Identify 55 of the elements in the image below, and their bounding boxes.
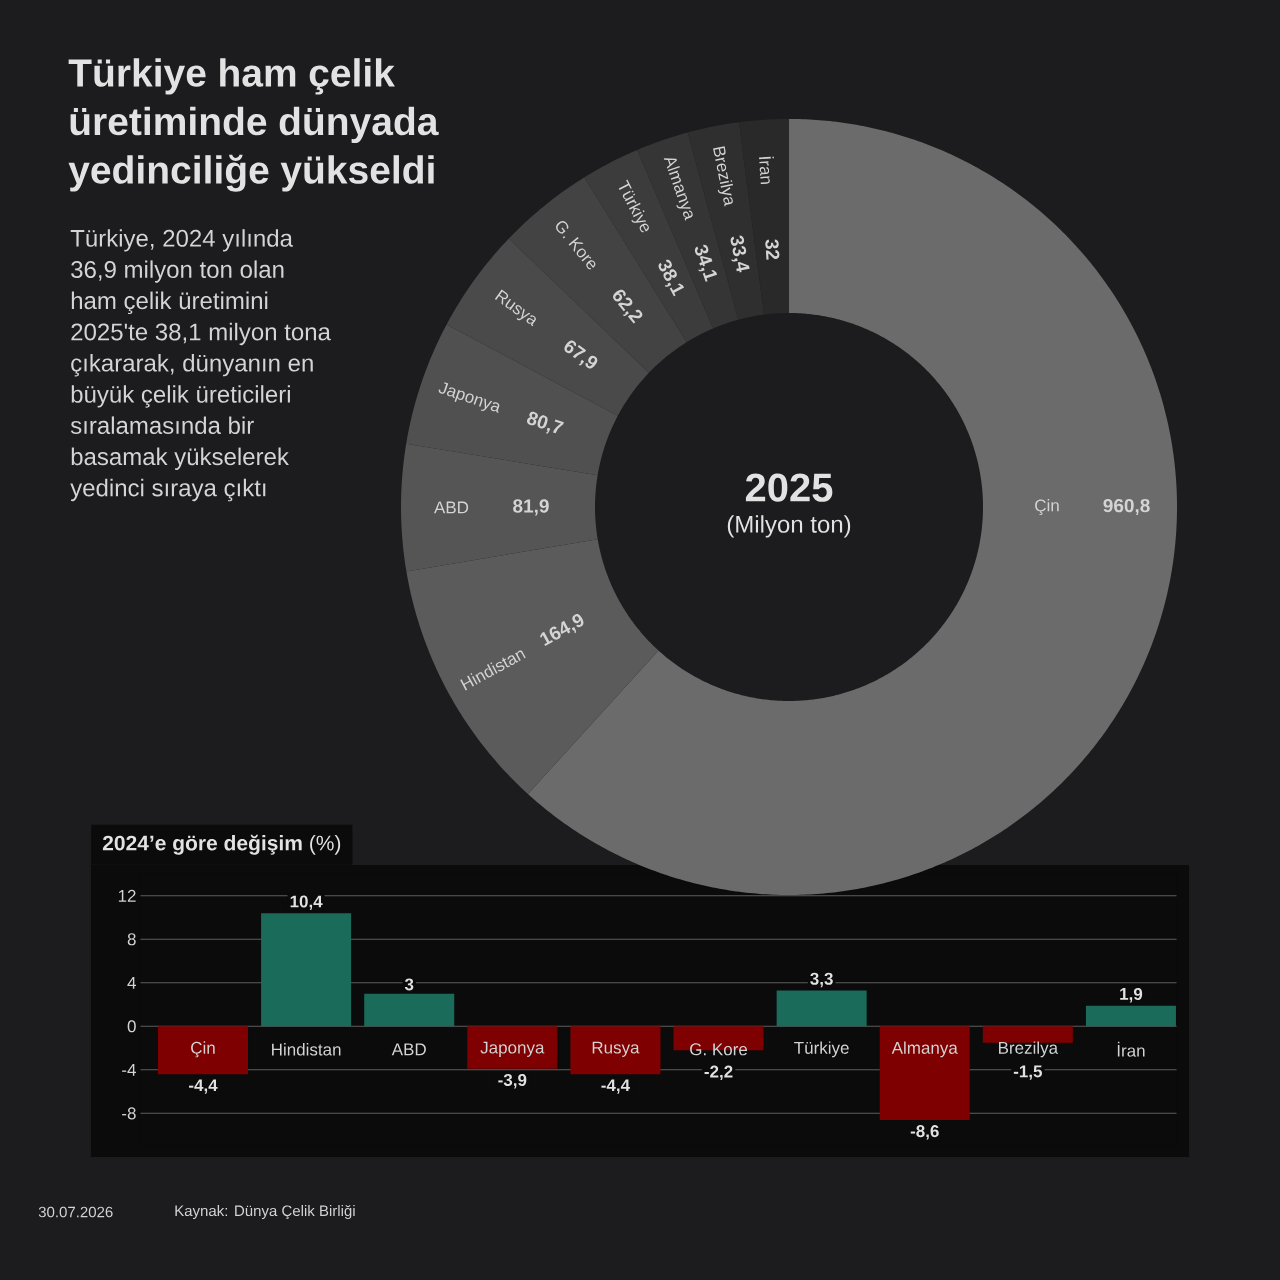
x-tick-label: Hindistan — [272, 1043, 341, 1056]
chart-title: 2024’e göre değişim (%) — [102, 834, 341, 855]
y-tick-label: 12 — [118, 889, 136, 902]
data-label: 1,9 — [1120, 987, 1143, 1003]
slice-label: Çin — [1035, 499, 1059, 515]
data-label: 33,4 — [730, 235, 750, 273]
x-tick-label: Japonya — [480, 1041, 545, 1057]
y-tick-label: -4 — [122, 1063, 136, 1076]
slice-label: ABD — [434, 501, 469, 514]
data-label: -3,9 — [498, 1073, 527, 1089]
y-tick-label: 0 — [127, 1020, 136, 1033]
data-label: 81,9 — [513, 499, 549, 516]
text: 2025 — [745, 473, 833, 502]
x-tick-label: G. Kore — [690, 1043, 748, 1056]
bar — [158, 1026, 249, 1075]
bar — [1085, 1005, 1176, 1027]
slice-label: İran — [759, 156, 774, 185]
data-label: 80,7 — [526, 411, 564, 434]
y-tick-label: 4 — [127, 976, 136, 989]
bar — [467, 1026, 558, 1069]
bar — [364, 993, 455, 1027]
data-label: -4,4 — [189, 1079, 218, 1094]
x-tick-label: Almanya — [891, 1041, 958, 1058]
bar — [570, 1026, 661, 1075]
text: 30.07.2026 — [38, 1206, 113, 1218]
y-tick-label: -8 — [122, 1107, 136, 1120]
text: Kaynak: Dünya Çelik Birliği — [175, 1204, 355, 1220]
data-label: -2,2 — [704, 1065, 733, 1081]
bar — [776, 990, 867, 1027]
data-label: -1,5 — [1013, 1065, 1043, 1080]
data-label: 38,1 — [658, 259, 685, 297]
data-label: 34,1 — [694, 244, 718, 282]
y-tick-label: 8 — [127, 933, 136, 946]
x-tick-label: Türkiye — [794, 1041, 849, 1058]
data-label: 960,8 — [1103, 498, 1150, 516]
x-tick-label: Rusya — [592, 1041, 640, 1057]
x-tick-label: İran — [1117, 1041, 1145, 1057]
data-label: 10,4 — [290, 895, 323, 910]
chart-title: Türkiye ham çelik üretiminde dünyada yedinciliğe yükseldi — [68, 58, 439, 192]
data-label: 164,9 — [540, 614, 584, 646]
x-tick-label: Brezilya — [999, 1041, 1059, 1058]
data-label: 67,9 — [564, 340, 598, 369]
data-label: -8,6 — [910, 1125, 939, 1140]
x-tick-label: Çin — [191, 1041, 215, 1058]
text: (Milyon ton) — [727, 515, 851, 538]
data-label: -4,4 — [601, 1079, 630, 1094]
bar — [261, 913, 352, 1027]
text: Türkiye, 2024 yılında 36,9 milyon ton olan ham çelik üretimini 2025'te 38,1 milyon tona çıkararak, dünyanın en büyük çelik üreticileri sıralamasında bir basamak yükselerek yedinci sıraya çıktı — [70, 229, 331, 502]
data-label: 3,3 — [810, 972, 833, 988]
data-label: 3 — [404, 978, 414, 991]
bar — [879, 1026, 970, 1120]
x-tick-label: ABD — [391, 1043, 426, 1056]
bar — [982, 1026, 1073, 1043]
data-label: 32 — [765, 239, 780, 260]
slice-label: Brezilya — [713, 146, 733, 207]
